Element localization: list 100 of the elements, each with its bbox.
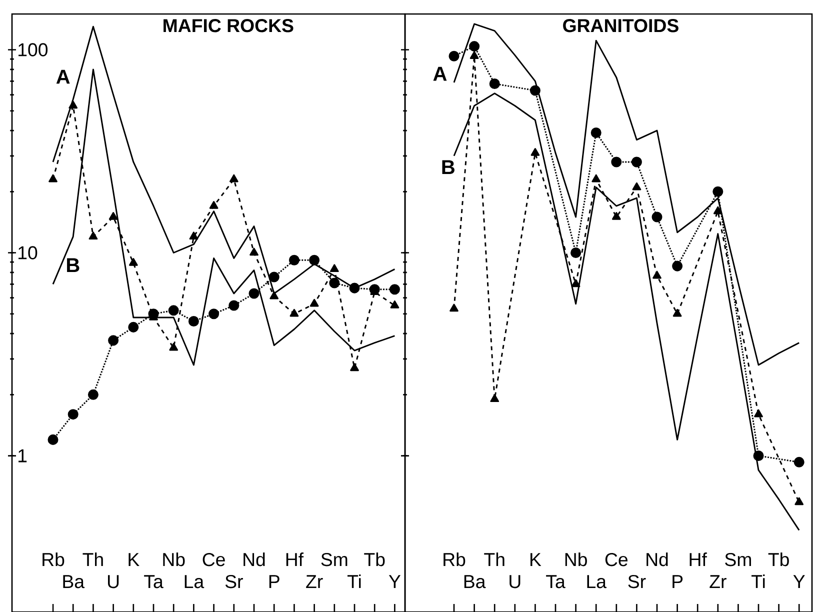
x-tick-label: P xyxy=(672,575,683,588)
point xyxy=(530,148,540,156)
annotation: B xyxy=(67,258,80,272)
point xyxy=(611,156,622,168)
x-tick-label: U xyxy=(108,575,119,588)
point xyxy=(794,497,804,506)
point xyxy=(268,272,280,282)
point xyxy=(88,232,98,240)
point xyxy=(672,308,682,317)
point xyxy=(209,200,218,209)
point xyxy=(652,212,662,222)
x-tick-label: Ti xyxy=(347,574,361,588)
x-tick-label: Y xyxy=(388,575,401,588)
point xyxy=(631,156,642,168)
x-tick-label: Ba xyxy=(63,575,85,588)
point xyxy=(489,78,500,90)
point xyxy=(128,258,138,266)
point xyxy=(612,212,621,220)
point xyxy=(309,254,320,266)
point xyxy=(68,100,78,109)
x-tick-label: Hf xyxy=(690,552,707,566)
point xyxy=(713,206,722,214)
point xyxy=(329,278,340,288)
y-tick-label: 100 xyxy=(18,43,48,56)
x-tick-label: Th xyxy=(484,552,504,566)
x-tick-label: Ta xyxy=(144,575,164,588)
x-tick-label: Hf xyxy=(286,552,304,566)
point xyxy=(349,282,360,294)
x-tick-label: Tb xyxy=(364,552,385,566)
point xyxy=(228,300,240,311)
y-tick-label: 1 xyxy=(18,449,27,462)
point xyxy=(88,389,98,400)
point xyxy=(632,182,642,190)
point xyxy=(794,456,804,468)
point xyxy=(490,394,500,402)
annotation: A xyxy=(433,66,447,81)
x-tick-label: Tb xyxy=(768,552,789,566)
x-tick-label: Ce xyxy=(202,552,225,566)
point xyxy=(592,174,601,182)
point xyxy=(652,270,662,279)
y-tick-label: 10 xyxy=(18,246,38,260)
x-tick-label: Sr xyxy=(628,574,646,588)
point xyxy=(753,450,764,462)
chart-title: GRANITOIDS xyxy=(563,18,678,32)
point xyxy=(672,260,683,272)
point xyxy=(229,174,238,182)
chart-title: MAFIC ROCKS xyxy=(164,18,294,32)
point xyxy=(310,298,319,307)
point xyxy=(290,308,299,317)
point xyxy=(448,50,460,62)
x-tick-label: Sm xyxy=(725,552,751,566)
x-tick-label: Rb xyxy=(42,552,64,566)
point xyxy=(754,409,763,418)
point xyxy=(250,248,258,256)
point xyxy=(168,305,179,316)
x-tick-label: Nd xyxy=(244,552,265,566)
point xyxy=(570,247,582,258)
x-tick-label: Ti xyxy=(751,574,765,588)
point xyxy=(389,284,400,295)
point xyxy=(108,335,119,346)
x-tick-label: Sr xyxy=(225,574,243,588)
point xyxy=(169,342,178,351)
x-tick-label: Ta xyxy=(546,575,566,588)
x-tick-label: K xyxy=(530,553,542,566)
x-tick-label: Nd xyxy=(646,552,668,566)
x-tick-label: Ce xyxy=(605,552,628,566)
point xyxy=(469,41,480,52)
x-tick-label: La xyxy=(184,575,204,588)
annotation: B xyxy=(442,160,454,174)
point xyxy=(208,308,220,320)
x-tick-label: P xyxy=(269,575,280,588)
x-tick-label: Y xyxy=(793,575,805,588)
point xyxy=(270,291,279,300)
point xyxy=(68,409,78,420)
point xyxy=(108,212,118,220)
point xyxy=(330,264,339,272)
point xyxy=(350,363,359,372)
point xyxy=(188,316,199,326)
x-tick-label: Zr xyxy=(710,575,726,588)
point xyxy=(390,300,400,308)
x-tick-label: Rb xyxy=(444,552,466,566)
x-tick-label: Th xyxy=(82,552,103,566)
point xyxy=(590,128,602,138)
point xyxy=(712,186,724,197)
point xyxy=(48,174,58,182)
x-tick-label: Zr xyxy=(306,575,323,588)
point xyxy=(571,279,580,288)
point xyxy=(189,232,198,240)
point xyxy=(48,434,58,445)
x-tick-label: Ba xyxy=(464,575,486,588)
x-tick-label: Nb xyxy=(565,552,587,566)
x-tick-label: La xyxy=(587,575,606,588)
x-tick-label: Sm xyxy=(321,552,348,566)
point xyxy=(288,254,300,266)
point xyxy=(450,304,458,312)
annotation: A xyxy=(56,70,70,84)
x-tick-label: K xyxy=(128,553,140,566)
point xyxy=(470,51,479,60)
x-tick-label: U xyxy=(510,575,520,588)
point xyxy=(530,85,540,96)
